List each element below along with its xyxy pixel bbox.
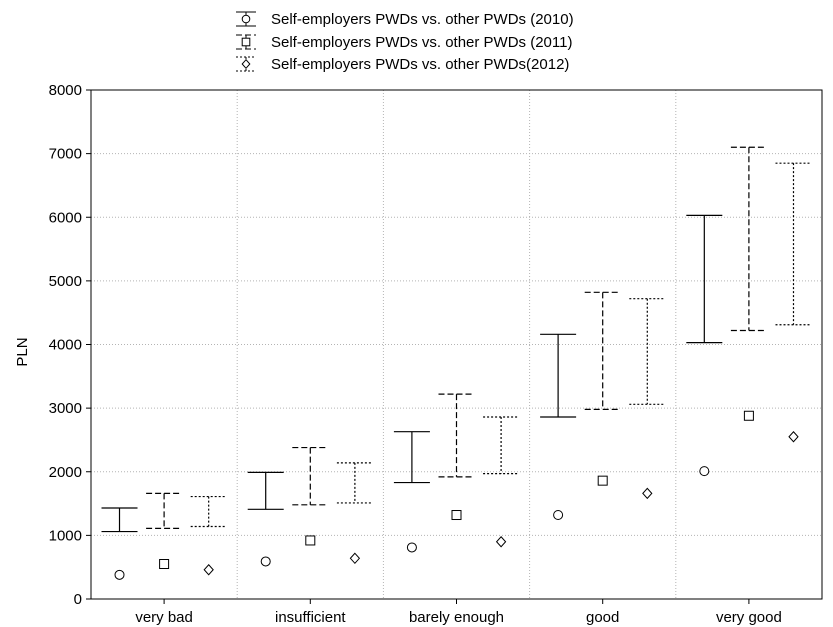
- x-tick-label: very good: [716, 609, 782, 626]
- point-markers: [114, 410, 799, 580]
- square-marker: [451, 510, 462, 521]
- circle-marker: [260, 556, 271, 567]
- y-tick-label: 0: [74, 591, 82, 608]
- x-tick-label: insufficient: [275, 609, 346, 626]
- circle-marker: [553, 510, 564, 521]
- diamond-marker: [642, 487, 653, 500]
- square-marker: [597, 475, 608, 486]
- y-tick-label: 7000: [49, 146, 82, 163]
- diamond-marker: [349, 552, 361, 565]
- grid-lines: [91, 90, 822, 599]
- legend-entry-label: Self-employers PWDs vs. other PWDs (2011…: [271, 34, 572, 51]
- diamond-marker: [788, 431, 799, 443]
- y-axis-label: PLN: [14, 337, 31, 366]
- y-axis-ticks: 0 1000 2000 3000 4000 5000 6000 7000 8000: [49, 82, 91, 608]
- y-tick-label: 6000: [49, 209, 82, 226]
- circle-marker: [241, 14, 251, 24]
- circle-marker: [699, 466, 710, 477]
- legend-entry-label: Self-employers PWDs vs. other PWDs(2012): [271, 56, 569, 73]
- x-tick-label: good: [586, 609, 619, 626]
- y-tick-label: 3000: [49, 400, 82, 417]
- circle-marker: [114, 569, 125, 580]
- y-tick-label: 4000: [49, 337, 82, 354]
- legend-entry-label: Self-employers PWDs vs. other PWDs (2010…: [271, 11, 574, 28]
- diamond-marker: [203, 563, 214, 576]
- y-tick-label: 5000: [49, 273, 82, 290]
- square-marker: [241, 37, 251, 47]
- y-tick-label: 8000: [49, 82, 82, 99]
- square-marker: [743, 410, 754, 421]
- diamond-marker: [495, 535, 507, 548]
- y-tick-label: 1000: [49, 527, 82, 544]
- circle-marker: [406, 542, 417, 553]
- error-bars: [101, 146, 812, 533]
- square-marker: [159, 559, 170, 570]
- x-tick-label: very bad: [135, 609, 193, 626]
- y-tick-label: 2000: [49, 464, 82, 481]
- x-axis-ticks: very bad insufficient barely enough good ver…: [135, 599, 782, 626]
- square-marker: [305, 535, 316, 546]
- x-tick-label: barely enough: [409, 609, 504, 626]
- legend: Self-employers PWDs vs. other PWDs (2010…: [236, 11, 574, 73]
- diamond-marker: [241, 58, 251, 70]
